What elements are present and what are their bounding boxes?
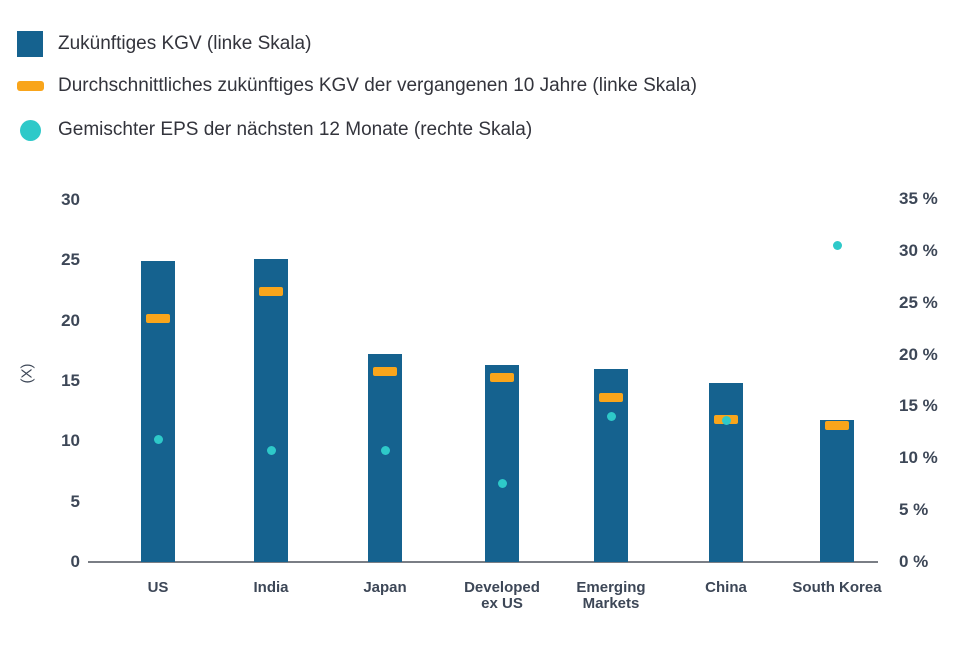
left-axis-tick-label: 25 (61, 250, 80, 270)
average-kgv-dash-us (146, 313, 170, 323)
legend-label-average-pe: Durchschnittliches zukünftiges KGV der v… (58, 75, 697, 96)
average-kgv-dash-india (259, 287, 283, 297)
kgv-bar-japan (368, 354, 402, 562)
category-label-developed-ex-us: Developed ex US (464, 579, 540, 612)
legend-item-eps: Gemischter EPS der nächsten 12 Monate (r… (16, 114, 532, 146)
teal-circle-icon (19, 119, 41, 141)
legend-marker-box (16, 81, 44, 91)
eps-dot-japan (380, 445, 390, 455)
left-axis-tick-label: 5 (70, 491, 80, 511)
right-axis-tick-label: 15 % (899, 396, 938, 416)
right-axis-tick-label: 35 % (899, 189, 938, 209)
kgv-bar-south-korea (820, 419, 854, 562)
legend-item-forward-pe: Zukünftiges KGV (linke Skala) (16, 28, 311, 60)
kgv-bar-china (709, 383, 743, 562)
left-axis-tick-label: 20 (61, 310, 80, 330)
right-axis-tick-label: 20 % (899, 344, 938, 364)
average-kgv-dash-south-korea (825, 421, 849, 431)
kgv-bar-india (254, 259, 288, 562)
category-label-us: US (147, 579, 169, 596)
average-kgv-dash-developed-ex-us (490, 372, 514, 382)
eps-dot-india (266, 445, 276, 455)
eps-dot-us (153, 435, 163, 445)
eps-dot-emerging-markets (606, 412, 616, 422)
average-kgv-dash-japan (373, 366, 397, 376)
category-label-india: India (253, 579, 289, 596)
legend-item-average-pe: Durchschnittliches zukünftiges KGV der v… (16, 70, 697, 102)
eps-dot-developed-ex-us (497, 478, 507, 488)
orange-dash-icon (16, 81, 44, 91)
right-axis-tick-label: 30 % (899, 240, 938, 260)
x-axis-line (88, 561, 878, 563)
left-axis-tick-label: 15 (61, 370, 80, 390)
legend-marker-box (16, 31, 44, 57)
right-axis-tick-label: 25 % (899, 292, 938, 312)
legend-marker-box (16, 119, 44, 141)
left-axis-tick-label: 0 (70, 552, 80, 571)
blue-square-icon (17, 31, 43, 57)
legend-label-eps: Gemischter EPS der nächsten 12 Monate (r… (58, 119, 533, 140)
right-axis-tick-label: 5 % (899, 500, 929, 520)
category-label-japan: Japan (363, 579, 407, 596)
eps-dot-china (721, 416, 731, 426)
right-axis-tick-label: 10 % (899, 448, 938, 468)
left-axis-tick-label: 10 (61, 431, 80, 451)
category-label-south-korea: South Korea (792, 579, 882, 596)
left-axis-tick-label: 30 (61, 189, 80, 209)
kgv-bar-developed-ex-us (485, 365, 519, 562)
eps-dot-south-korea (832, 241, 842, 251)
category-label-china: China (705, 579, 747, 596)
average-kgv-dash-emerging-markets (599, 393, 623, 403)
right-axis-tick-label: 0 % (899, 552, 929, 571)
category-label-emerging-markets: Emerging Markets (576, 579, 646, 612)
legend-label-forward-pe: Zukünftiges KGV (linke Skala) (58, 33, 312, 54)
kgv-bar-us (141, 261, 175, 562)
